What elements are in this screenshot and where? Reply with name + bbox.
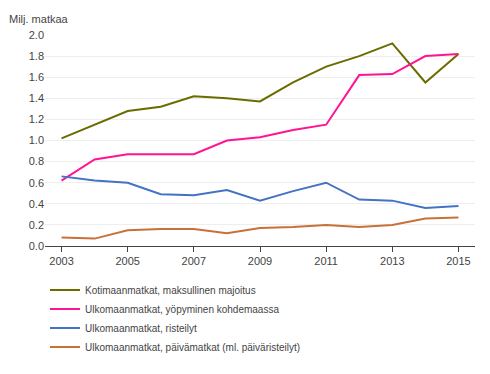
svg-text:Kotimaanmatkat, maksullinen ma: Kotimaanmatkat, maksullinen majoitus: [85, 285, 256, 296]
svg-text:0.2: 0.2: [29, 219, 44, 231]
svg-text:2007: 2007: [182, 255, 206, 267]
svg-text:1.8: 1.8: [29, 50, 44, 62]
svg-text:1.2: 1.2: [29, 113, 44, 125]
svg-text:1.0: 1.0: [29, 134, 44, 146]
svg-text:Ulkomaanmatkat, risteilyt: Ulkomaanmatkat, risteilyt: [85, 323, 197, 334]
svg-text:1.6: 1.6: [29, 71, 44, 83]
svg-text:Milj. matkaa: Milj. matkaa: [9, 13, 69, 25]
svg-text:1.4: 1.4: [29, 92, 44, 104]
svg-text:2015: 2015: [446, 255, 470, 267]
svg-text:2013: 2013: [380, 255, 404, 267]
svg-text:2005: 2005: [115, 255, 139, 267]
svg-text:0.4: 0.4: [29, 198, 44, 210]
svg-text:0.8: 0.8: [29, 155, 44, 167]
svg-text:0.0: 0.0: [29, 240, 44, 252]
svg-text:Ulkomaanmatkat, päivämatkat (m: Ulkomaanmatkat, päivämatkat (ml. päiväri…: [85, 342, 300, 353]
svg-text:0.6: 0.6: [29, 177, 44, 189]
svg-text:2003: 2003: [49, 255, 73, 267]
svg-text:2.0: 2.0: [29, 29, 44, 41]
svg-text:2009: 2009: [248, 255, 272, 267]
svg-text:Ulkomaanmatkat, yöpyminen kohd: Ulkomaanmatkat, yöpyminen kohdemaassa: [85, 304, 279, 315]
svg-text:2011: 2011: [314, 255, 338, 267]
